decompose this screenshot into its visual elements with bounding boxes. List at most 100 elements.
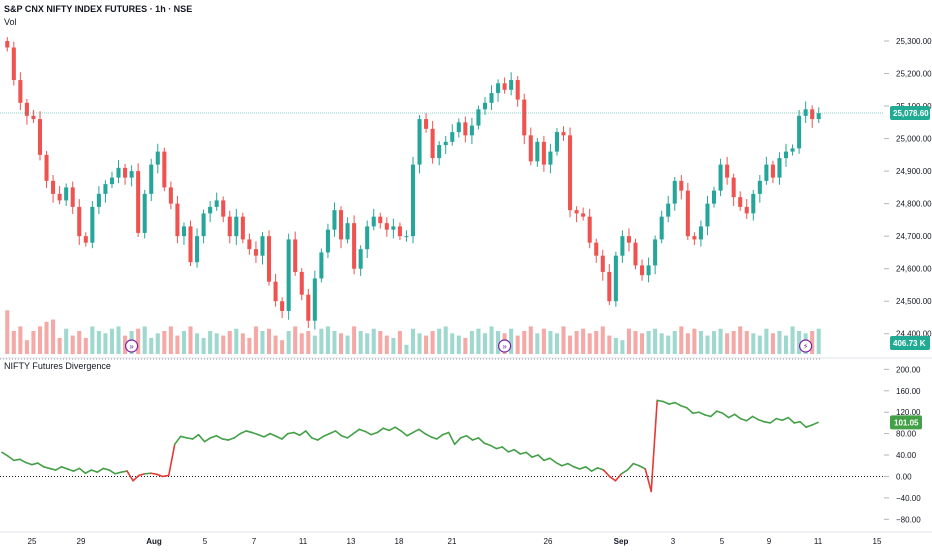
volume-bar xyxy=(613,337,618,354)
volume-bar xyxy=(149,337,154,354)
x-axis-label: 5 xyxy=(203,537,208,546)
indicator-line-segment xyxy=(400,430,408,437)
indicator-line-segment xyxy=(84,469,93,475)
indicator-line-segment xyxy=(704,414,712,418)
price-axis-label: 24,800.00 xyxy=(896,200,932,209)
volume-bar xyxy=(51,319,56,354)
x-axis-label: 15 xyxy=(873,537,882,546)
candle-body xyxy=(253,249,258,256)
candle-body xyxy=(312,278,317,321)
volume-bar xyxy=(168,326,173,354)
volume-bar xyxy=(267,328,272,354)
volume-bar xyxy=(103,333,108,354)
volume-bar xyxy=(600,326,605,354)
volume-bar xyxy=(705,335,710,354)
volume-bar xyxy=(227,331,232,354)
volume-bar xyxy=(633,331,638,354)
candle-body xyxy=(770,164,775,178)
indicator-line-segment xyxy=(727,413,736,419)
candle-body xyxy=(136,171,141,233)
candle-body xyxy=(286,239,291,311)
volume-value-label: 406.73 K xyxy=(893,339,926,348)
last-price-label: 25,078.60 xyxy=(893,109,929,118)
volume-bar xyxy=(568,335,573,354)
markers-layer: » » ⚡ xyxy=(125,339,813,353)
candle-body xyxy=(613,255,618,302)
candle-body xyxy=(731,177,736,198)
volume-bar xyxy=(109,328,115,354)
x-axis-label: 3 xyxy=(671,537,676,546)
candle-body xyxy=(365,226,370,250)
candle-body xyxy=(757,180,762,194)
candle-body xyxy=(790,148,795,152)
candle-body xyxy=(430,128,435,159)
candle-body xyxy=(116,167,121,178)
volume-label: Vol xyxy=(4,17,17,27)
indicator-line-segment xyxy=(364,430,373,436)
marker-glyph: ⚡ xyxy=(803,342,809,351)
volume-bar xyxy=(123,335,128,354)
candle-body xyxy=(57,193,62,201)
candles-layer xyxy=(5,37,821,330)
candle-body xyxy=(502,83,507,90)
indicator-line-segment xyxy=(751,415,760,421)
candle-body xyxy=(764,164,769,181)
volume-bar xyxy=(679,326,684,354)
indicator-line-segment xyxy=(656,399,664,403)
indicator-line-segment xyxy=(30,462,39,466)
candle-body xyxy=(155,151,160,165)
candle-body xyxy=(803,109,808,116)
x-axis-label: 13 xyxy=(347,537,356,546)
indicator-line-segment xyxy=(215,434,224,440)
volume-bar xyxy=(352,326,357,354)
volume-bar xyxy=(744,331,749,354)
candle-body xyxy=(371,216,376,227)
candle-body xyxy=(64,187,69,201)
volume-bar xyxy=(528,326,533,354)
indicator-line-segment xyxy=(698,411,706,416)
indicator-line-segment xyxy=(686,407,694,415)
indicator-line-segment xyxy=(549,457,557,464)
volume-bar xyxy=(208,331,213,354)
candle-body xyxy=(777,158,782,178)
indicator-line-segment xyxy=(25,461,33,466)
candle-body xyxy=(391,226,396,230)
volume-bar xyxy=(672,331,677,354)
indicator-line-segment xyxy=(281,432,289,440)
candle-body xyxy=(417,119,422,165)
indicator-line-segment xyxy=(418,428,426,435)
x-axis-label: 11 xyxy=(814,537,823,546)
candle-body xyxy=(273,281,278,302)
candle-body xyxy=(718,164,723,191)
marker-glyph: » xyxy=(129,342,134,351)
x-axis-label: 5 xyxy=(720,537,725,546)
indicator-line-segment xyxy=(36,462,45,468)
indicator-line-segment xyxy=(352,428,361,435)
candle-body xyxy=(620,236,625,256)
volume-bar xyxy=(496,331,501,354)
candle-body xyxy=(744,206,749,214)
candle-body xyxy=(646,265,651,276)
volume-bar xyxy=(83,337,88,354)
volume-bar xyxy=(607,335,612,354)
candle-body xyxy=(384,223,389,230)
candle-body xyxy=(267,236,272,282)
indicator-line-segment xyxy=(608,475,617,482)
indicator-line-segment xyxy=(638,464,647,470)
indicator-axis-label: 80.00 xyxy=(896,430,917,439)
indicator-line-segment xyxy=(233,432,242,439)
volume-bar xyxy=(201,337,206,354)
volume-bar xyxy=(797,331,802,354)
volume-bar xyxy=(725,333,730,354)
candle-body xyxy=(810,109,815,120)
x-axis-label: 9 xyxy=(767,537,772,546)
candle-body xyxy=(142,193,147,233)
candle-body xyxy=(725,164,730,178)
indicator-line-segment xyxy=(304,430,313,439)
volume-bar xyxy=(136,328,141,354)
candle-body xyxy=(149,164,154,194)
indicator-line-segment xyxy=(13,458,21,462)
indicator-line-segment xyxy=(567,462,575,468)
